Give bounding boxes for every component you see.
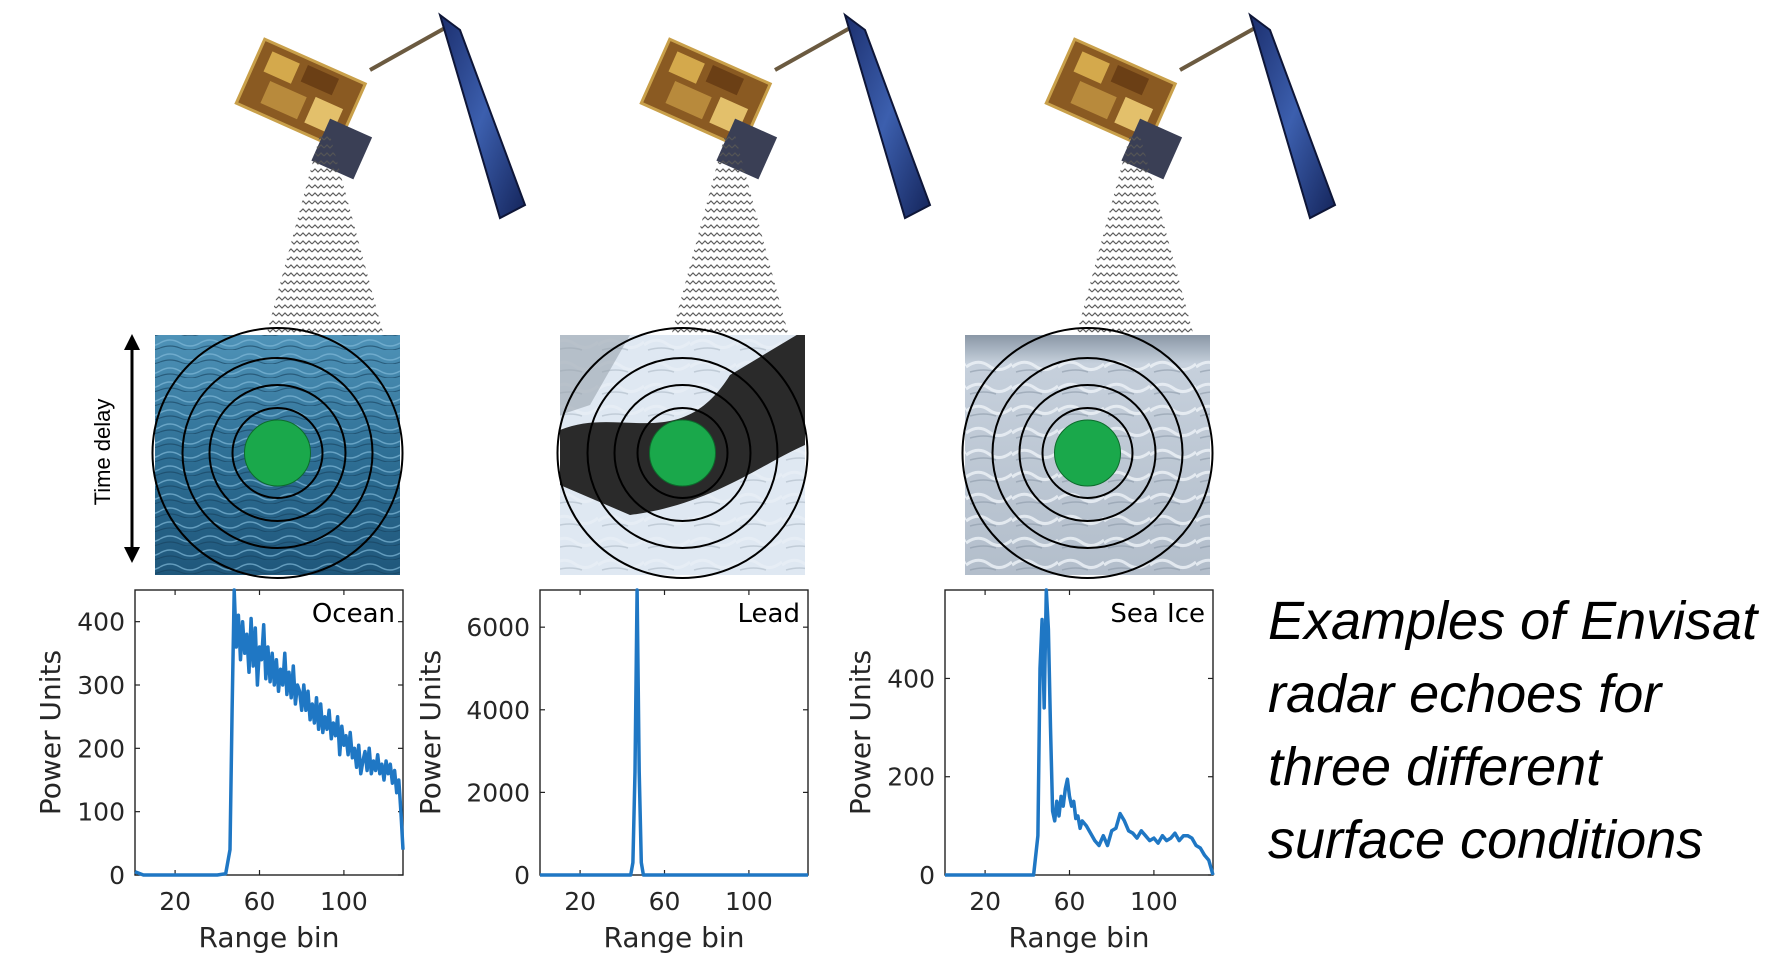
radar-beam-icon bbox=[1075, 135, 1195, 340]
footprint-disc bbox=[1054, 419, 1121, 487]
range-ring bbox=[613, 384, 752, 522]
y-tick-label: 100 bbox=[77, 798, 125, 827]
radar-beam-icon bbox=[670, 135, 790, 340]
caption-line: three different bbox=[1268, 737, 1602, 797]
plot-area bbox=[539, 589, 809, 876]
footprint-disc bbox=[649, 419, 716, 487]
range-ring bbox=[151, 327, 404, 579]
y-tick-label: 0 bbox=[109, 861, 125, 890]
y-tick-label: 400 bbox=[887, 664, 935, 693]
waveform-series-line bbox=[945, 588, 1215, 877]
x-tick-label: 60 bbox=[1054, 887, 1086, 916]
waveform-series-line bbox=[540, 588, 808, 877]
range-ring bbox=[231, 407, 324, 499]
surface-footprint-sea-ice bbox=[961, 327, 1214, 579]
x-axis-label: Range bin bbox=[1009, 921, 1150, 954]
satellite-body bbox=[1035, 13, 1337, 220]
waveform-chart-sea-ice: 20 60 100 0 200 400 Range bin Power Units Sea Ic… bbox=[844, 588, 1215, 954]
y-axis-label: Power Units bbox=[844, 650, 877, 815]
y-tick-label: 200 bbox=[887, 763, 935, 792]
surface-label: Ocean bbox=[312, 599, 395, 629]
range-ring bbox=[1018, 384, 1157, 522]
satellite-icon bbox=[1035, 13, 1337, 340]
x-tick-label: 20 bbox=[969, 887, 1001, 916]
x-tick-label: 20 bbox=[159, 887, 191, 916]
y-tick-label: 0 bbox=[919, 861, 935, 890]
x-axis-label: Range bin bbox=[199, 921, 340, 954]
y-axis-label: Power Units bbox=[414, 650, 447, 815]
waveform-chart-lead: 20 60 100 0 2000 4000 6000 Range bin Power Units… bbox=[414, 588, 809, 954]
y-tick-label: 0 bbox=[514, 861, 530, 890]
waveform-chart-ocean: 20 60 100 0 100 200 300 400 Range bin Power Units… bbox=[34, 588, 405, 954]
radar-beam-icon bbox=[265, 135, 385, 340]
caption-line: surface conditions bbox=[1268, 810, 1704, 870]
range-ring bbox=[556, 327, 809, 579]
y-tick-label: 300 bbox=[77, 671, 125, 700]
plot-area bbox=[134, 589, 404, 876]
plot-area bbox=[944, 589, 1214, 876]
waveform-series-line bbox=[134, 588, 405, 877]
range-ring bbox=[961, 327, 1214, 579]
surface-footprint-ocean bbox=[151, 327, 404, 579]
footprint-disc bbox=[244, 419, 311, 487]
figure-caption: Examples of Envisat radar echoes for thr… bbox=[1268, 585, 1778, 877]
x-tick-label: 60 bbox=[244, 887, 276, 916]
satellite-icon bbox=[630, 13, 932, 340]
y-tick-label: 400 bbox=[77, 608, 125, 637]
x-tick-label: 20 bbox=[564, 887, 596, 916]
satellite-icon bbox=[225, 13, 527, 340]
surface-label: Sea Ice bbox=[1110, 599, 1205, 629]
range-ring bbox=[1041, 407, 1134, 499]
caption-line: Examples of Envisat bbox=[1268, 591, 1758, 651]
x-tick-label: 60 bbox=[649, 887, 681, 916]
y-axis-label: Power Units bbox=[34, 650, 67, 815]
range-ring bbox=[208, 384, 347, 522]
range-ring bbox=[991, 357, 1184, 549]
x-axis-label: Range bin bbox=[604, 921, 745, 954]
y-tick-label: 2000 bbox=[466, 778, 530, 807]
satellite-body bbox=[630, 13, 932, 220]
x-tick-label: 100 bbox=[1130, 887, 1178, 916]
range-ring bbox=[586, 357, 779, 549]
time-delay-label: Time delay bbox=[90, 399, 115, 506]
satellite-body bbox=[225, 13, 527, 220]
y-tick-label: 200 bbox=[77, 734, 125, 763]
range-ring bbox=[636, 407, 729, 499]
y-tick-label: 6000 bbox=[466, 613, 530, 642]
surface-label: Lead bbox=[738, 599, 800, 629]
x-tick-label: 100 bbox=[320, 887, 368, 916]
range-ring bbox=[181, 357, 374, 549]
y-tick-label: 4000 bbox=[466, 696, 530, 725]
x-tick-label: 100 bbox=[725, 887, 773, 916]
surface-footprint-lead bbox=[556, 327, 809, 579]
caption-line: radar echoes for bbox=[1268, 664, 1662, 724]
double-arrow-icon bbox=[124, 334, 140, 563]
